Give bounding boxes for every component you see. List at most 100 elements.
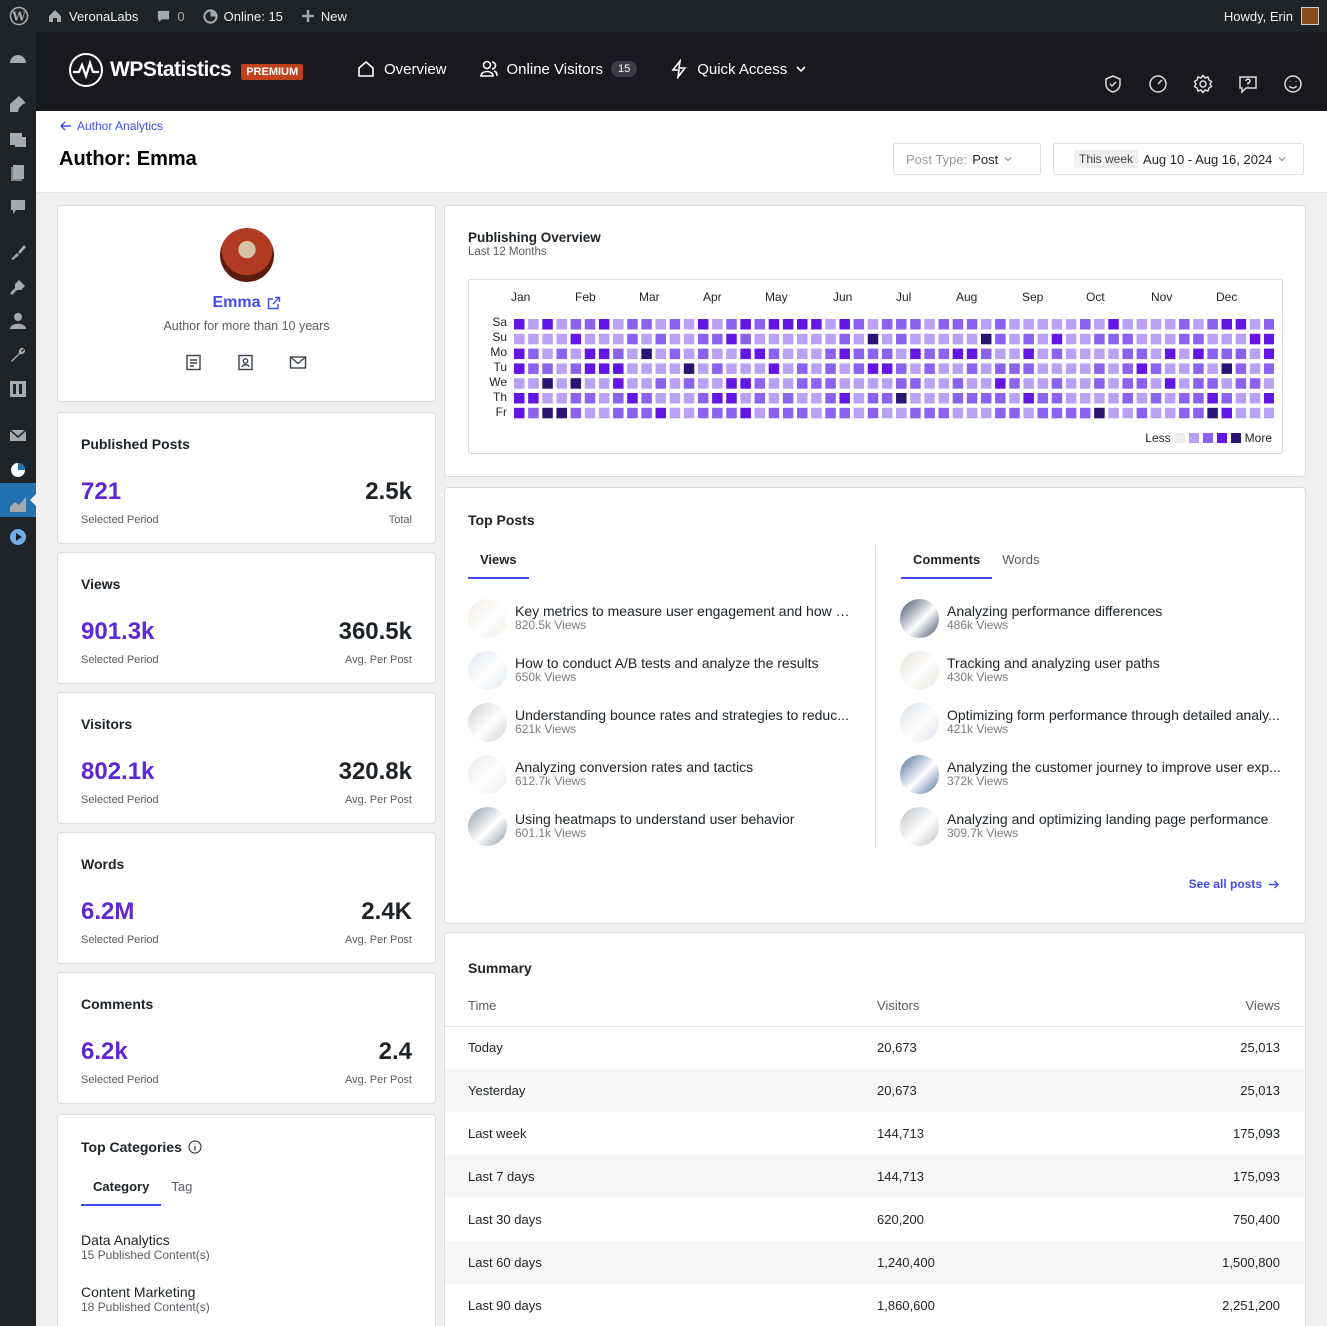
profile-card-icon[interactable]: [237, 354, 254, 371]
heatmap-cell[interactable]: [669, 348, 681, 360]
heatmap-cell[interactable]: [825, 319, 836, 330]
heatmap-cell[interactable]: [1263, 333, 1274, 345]
heatmap-cell[interactable]: [782, 319, 794, 330]
comments-link[interactable]: 0: [147, 0, 193, 32]
heatmap-cell[interactable]: [980, 348, 992, 360]
heatmap-cell[interactable]: [754, 378, 766, 389]
heatmap-cell[interactable]: [1051, 319, 1063, 330]
heatmap-cell[interactable]: [613, 378, 624, 389]
tab-views[interactable]: Views: [468, 552, 529, 579]
heatmap-cell[interactable]: [896, 393, 907, 404]
heatmap-cell[interactable]: [910, 333, 921, 345]
post-item[interactable]: Understanding bounce rates and strategie…: [468, 703, 850, 755]
heatmap-cell[interactable]: [1094, 333, 1105, 345]
heatmap-cell[interactable]: [584, 363, 596, 374]
heatmap-cell[interactable]: [697, 363, 709, 374]
heatmap-cell[interactable]: [570, 363, 582, 374]
heatmap-cell[interactable]: [1037, 378, 1049, 389]
heatmap-cell[interactable]: [995, 319, 1006, 330]
heatmap-cell[interactable]: [1164, 378, 1176, 389]
heatmap-cell[interactable]: [740, 333, 751, 345]
heatmap-cell[interactable]: [966, 363, 978, 374]
heatmap-cell[interactable]: [1221, 378, 1233, 389]
heatmap-cell[interactable]: [683, 407, 695, 419]
heatmap-cell[interactable]: [1235, 393, 1247, 404]
heatmap-cell[interactable]: [1249, 393, 1261, 404]
heatmap-cell[interactable]: [598, 378, 610, 389]
smile-icon[interactable]: [1283, 74, 1303, 94]
heatmap-cell[interactable]: [1150, 333, 1162, 345]
heatmap-cell[interactable]: [853, 363, 865, 374]
heatmap-cell[interactable]: [655, 393, 667, 404]
heatmap-cell[interactable]: [811, 333, 822, 345]
heatmap-cell[interactable]: [896, 407, 907, 419]
heatmap-cell[interactable]: [1094, 348, 1105, 360]
heatmap-cell[interactable]: [768, 348, 780, 360]
heatmap-cell[interactable]: [1108, 378, 1119, 389]
heatmap-cell[interactable]: [1065, 333, 1077, 345]
heatmap-cell[interactable]: [1023, 363, 1034, 374]
heatmap-cell[interactable]: [768, 378, 780, 389]
heatmap-cell[interactable]: [768, 319, 780, 330]
heatmap-cell[interactable]: [514, 393, 525, 404]
heatmap-cell[interactable]: [1051, 363, 1063, 374]
heatmap-cell[interactable]: [797, 363, 808, 374]
heatmap-cell[interactable]: [1009, 393, 1020, 404]
heatmap-cell[interactable]: [1094, 407, 1105, 419]
heatmap-cell[interactable]: [768, 363, 780, 374]
heatmap-cell[interactable]: [853, 393, 865, 404]
heatmap-cell[interactable]: [740, 393, 751, 404]
heatmap-cell[interactable]: [825, 378, 836, 389]
heatmap-cell[interactable]: [1207, 378, 1218, 389]
heatmap-cell[interactable]: [740, 378, 751, 389]
nav-overview[interactable]: Overview: [356, 59, 447, 79]
heatmap-cell[interactable]: [1235, 363, 1247, 374]
heatmap-cell[interactable]: [570, 348, 582, 360]
heatmap-cell[interactable]: [1065, 363, 1077, 374]
heatmap-cell[interactable]: [1263, 407, 1274, 419]
heatmap-cell[interactable]: [754, 407, 766, 419]
tab-tag[interactable]: Tag: [171, 1179, 193, 1194]
heatmap-cell[interactable]: [613, 333, 624, 345]
heatmap-cell[interactable]: [867, 407, 879, 419]
heatmap-cell[interactable]: [683, 393, 695, 404]
heatmap-cell[interactable]: [1080, 378, 1091, 389]
tab-category[interactable]: Category: [81, 1179, 162, 1206]
heatmap-cell[interactable]: [740, 319, 751, 330]
heatmap-cell[interactable]: [754, 363, 766, 374]
heatmap-cell[interactable]: [1122, 393, 1133, 404]
heatmap-cell[interactable]: [853, 378, 865, 389]
heatmap-cell[interactable]: [641, 348, 652, 360]
heatmap-cell[interactable]: [1179, 348, 1190, 360]
heatmap-cell[interactable]: [1037, 333, 1049, 345]
heatmap-cell[interactable]: [1150, 348, 1162, 360]
heatmap-cell[interactable]: [613, 363, 624, 374]
heatmap-cell[interactable]: [924, 333, 935, 345]
heatmap-cell[interactable]: [598, 407, 610, 419]
post-item[interactable]: Analyzing performance differences 486k Vi…: [900, 599, 1282, 651]
heatmap-cell[interactable]: [825, 348, 836, 360]
heatmap-cell[interactable]: [542, 319, 553, 330]
heatmap-cell[interactable]: [797, 407, 808, 419]
heatmap-cell[interactable]: [1009, 407, 1020, 419]
heatmap-cell[interactable]: [613, 348, 624, 360]
heatmap-cell[interactable]: [655, 363, 667, 374]
heatmap-cell[interactable]: [980, 378, 992, 389]
info-icon[interactable]: [188, 1140, 202, 1154]
heatmap-cell[interactable]: [1249, 407, 1261, 419]
heatmap-cell[interactable]: [669, 378, 681, 389]
heatmap-cell[interactable]: [669, 407, 681, 419]
post-item[interactable]: Tracking and analyzing user paths 430k Vi…: [900, 651, 1282, 703]
heatmap-cell[interactable]: [1065, 407, 1077, 419]
heatmap-cell[interactable]: [528, 378, 539, 389]
heatmap-cell[interactable]: [1249, 319, 1261, 330]
heatmap-cell[interactable]: [712, 363, 723, 374]
heatmap-cell[interactable]: [627, 407, 638, 419]
heatmap-cell[interactable]: [1207, 333, 1218, 345]
heatmap-cell[interactable]: [1051, 378, 1063, 389]
heatmap-cell[interactable]: [1094, 363, 1105, 374]
heatmap-cell[interactable]: [938, 407, 950, 419]
heatmap-cell[interactable]: [839, 378, 850, 389]
heatmap-cell[interactable]: [839, 393, 850, 404]
heatmap-cell[interactable]: [1179, 363, 1190, 374]
